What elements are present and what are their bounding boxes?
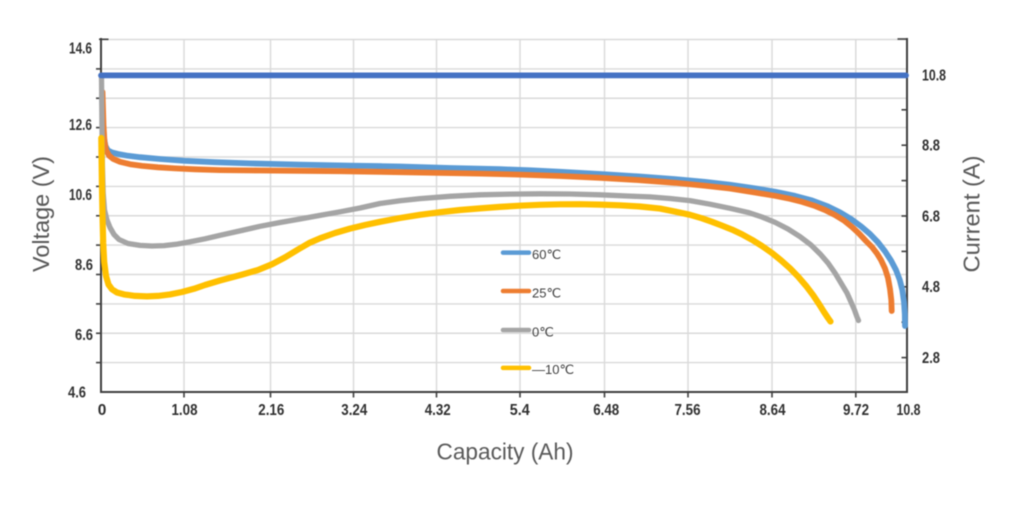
- svg-text:14.6: 14.6: [69, 40, 92, 57]
- svg-text:10.8: 10.8: [922, 68, 946, 85]
- svg-text:8.6: 8.6: [75, 257, 93, 274]
- svg-text:5.4: 5.4: [510, 402, 530, 419]
- svg-text:4.6: 4.6: [68, 384, 86, 401]
- svg-text:6.6: 6.6: [75, 327, 93, 344]
- svg-text:Capacity (Ah): Capacity (Ah): [437, 439, 574, 465]
- svg-text:6.8: 6.8: [922, 208, 940, 225]
- svg-text:2.16: 2.16: [258, 402, 284, 419]
- svg-text:7.56: 7.56: [675, 402, 701, 419]
- svg-text:4.8: 4.8: [922, 279, 940, 296]
- svg-text:2.8: 2.8: [922, 350, 940, 367]
- svg-text:10.6: 10.6: [69, 187, 92, 204]
- svg-text:Current (A): Current (A): [959, 156, 985, 273]
- svg-text:4.32: 4.32: [425, 402, 451, 419]
- svg-text:8.8: 8.8: [922, 138, 940, 155]
- svg-text:8.64: 8.64: [760, 402, 786, 419]
- svg-text:0: 0: [98, 402, 107, 419]
- svg-text:10.8: 10.8: [897, 402, 921, 419]
- svg-text:25℃: 25℃: [532, 285, 561, 300]
- svg-text:3.24: 3.24: [341, 402, 367, 419]
- svg-text:1.08: 1.08: [172, 402, 198, 419]
- svg-text:—10℃: —10℃: [532, 362, 574, 377]
- svg-text:12.6: 12.6: [69, 117, 92, 134]
- svg-text:6.48: 6.48: [593, 402, 619, 419]
- svg-text:Voltage (V): Voltage (V): [28, 156, 54, 272]
- svg-text:60℃: 60℃: [532, 247, 561, 262]
- svg-text:0℃: 0℃: [532, 324, 554, 339]
- svg-text:9.72: 9.72: [843, 402, 869, 419]
